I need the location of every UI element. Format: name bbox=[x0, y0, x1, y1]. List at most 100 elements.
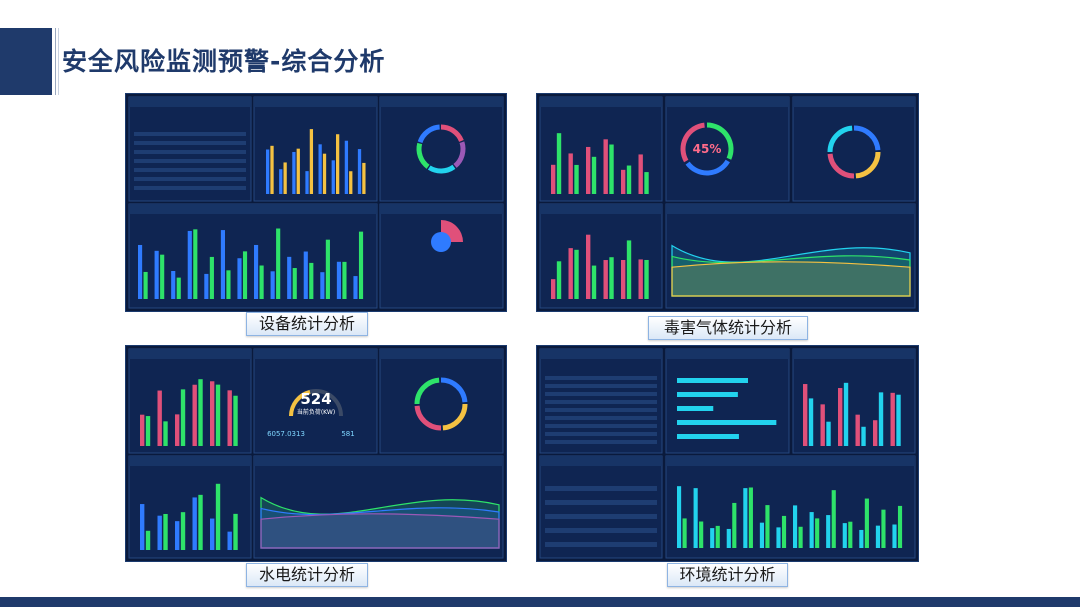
deco-ring bbox=[855, 151, 881, 179]
deco-bar bbox=[873, 420, 878, 446]
sub-panel-header bbox=[793, 97, 915, 107]
deco-bar bbox=[270, 145, 274, 194]
sub-panel bbox=[539, 455, 663, 559]
deco-bar bbox=[609, 144, 614, 194]
deco-bar bbox=[699, 521, 704, 548]
deco-hbar bbox=[677, 420, 777, 425]
deco-bar bbox=[793, 505, 798, 548]
deco-bar bbox=[808, 398, 814, 446]
deco-bar bbox=[603, 260, 608, 299]
deco-row bbox=[545, 486, 657, 491]
deco-row bbox=[545, 440, 657, 444]
deco-row bbox=[134, 177, 246, 181]
deco-bar bbox=[145, 530, 151, 550]
sub-panel bbox=[792, 96, 916, 202]
caption: 毒害气体统计分析 bbox=[648, 316, 808, 340]
deco-bar bbox=[621, 169, 626, 194]
deco-row bbox=[545, 416, 657, 420]
deco-bar bbox=[171, 270, 176, 299]
deco-bar bbox=[842, 523, 847, 548]
title-block bbox=[0, 28, 52, 95]
dashboard-equipment bbox=[125, 93, 507, 312]
deco-bar bbox=[154, 250, 159, 299]
deco-bar bbox=[859, 529, 864, 548]
page-title: 安全风险监测预警-综合分析 bbox=[62, 47, 386, 76]
deco-bar bbox=[318, 144, 322, 194]
footer-band bbox=[0, 597, 1080, 607]
sub-panel-header bbox=[254, 349, 377, 359]
deco-bar bbox=[826, 421, 831, 446]
deco-bar bbox=[776, 527, 781, 548]
deco-bar bbox=[198, 379, 203, 446]
deco-bar bbox=[621, 259, 626, 299]
deco-bar bbox=[220, 230, 225, 299]
deco-bar bbox=[157, 515, 162, 550]
deco-bar bbox=[242, 251, 248, 299]
deco-row bbox=[545, 384, 657, 388]
sub-panel-header bbox=[129, 349, 251, 359]
deco-bar bbox=[638, 259, 643, 299]
deco-wave bbox=[671, 261, 911, 297]
deco-row bbox=[134, 168, 246, 172]
sub-panel-header bbox=[666, 204, 915, 214]
sub-panel bbox=[128, 96, 252, 202]
deco-row bbox=[545, 400, 657, 404]
deco-bar bbox=[336, 134, 340, 194]
deco-bar bbox=[331, 160, 335, 194]
deco-bar bbox=[233, 395, 238, 446]
deco-bar bbox=[357, 149, 362, 194]
deco-row bbox=[134, 132, 246, 136]
deco-bar bbox=[215, 384, 221, 446]
deco-bar bbox=[626, 165, 632, 194]
deco-bar bbox=[187, 230, 192, 299]
deco-bar bbox=[309, 262, 314, 299]
deco-bar bbox=[693, 488, 698, 548]
deco-bar bbox=[831, 490, 836, 548]
deco-wave bbox=[671, 244, 911, 297]
deco-bar bbox=[715, 525, 720, 548]
deco-bar bbox=[160, 254, 165, 299]
deco-bar bbox=[180, 389, 186, 446]
deco-bar bbox=[198, 494, 203, 550]
deco-bar bbox=[336, 261, 341, 299]
deco-bar bbox=[591, 156, 597, 194]
deco-hbar bbox=[677, 434, 739, 439]
deco-bar bbox=[568, 248, 573, 299]
deco-bar bbox=[192, 384, 197, 446]
deco-bar bbox=[192, 497, 197, 550]
sub-panel-header bbox=[380, 97, 503, 107]
deco-bar bbox=[210, 518, 215, 550]
deco-row bbox=[545, 376, 657, 380]
deco-bar bbox=[864, 498, 869, 548]
sub-panel-header bbox=[129, 456, 251, 466]
deco-hbar bbox=[677, 378, 749, 383]
deco-bar bbox=[892, 524, 897, 548]
deco-bar bbox=[322, 153, 327, 194]
deco-bar bbox=[320, 272, 325, 299]
deco-bar bbox=[215, 483, 221, 550]
deco-bar bbox=[138, 244, 143, 299]
deco-bar bbox=[551, 279, 556, 299]
deco-bar bbox=[591, 265, 597, 299]
deco-ring bbox=[416, 142, 430, 169]
sub-panel-header bbox=[129, 97, 251, 107]
deco-row bbox=[134, 159, 246, 163]
deco-wave bbox=[260, 513, 500, 549]
deco-bar bbox=[556, 133, 562, 194]
deco-bar bbox=[279, 169, 283, 194]
deco-row bbox=[545, 542, 657, 547]
gauge-arc bbox=[289, 390, 311, 417]
deco-bar bbox=[283, 162, 287, 194]
sub-panel-header bbox=[793, 349, 915, 359]
deco-bar bbox=[574, 249, 579, 299]
deco-bar bbox=[270, 271, 275, 299]
title-rule bbox=[58, 28, 59, 95]
deco-bar bbox=[638, 154, 643, 194]
deco-row bbox=[545, 392, 657, 396]
deco-bar bbox=[568, 153, 573, 194]
caption: 水电统计分析 bbox=[246, 563, 368, 587]
deco-bar bbox=[226, 270, 231, 299]
deco-bar bbox=[353, 276, 358, 299]
deco-wave bbox=[671, 255, 911, 297]
